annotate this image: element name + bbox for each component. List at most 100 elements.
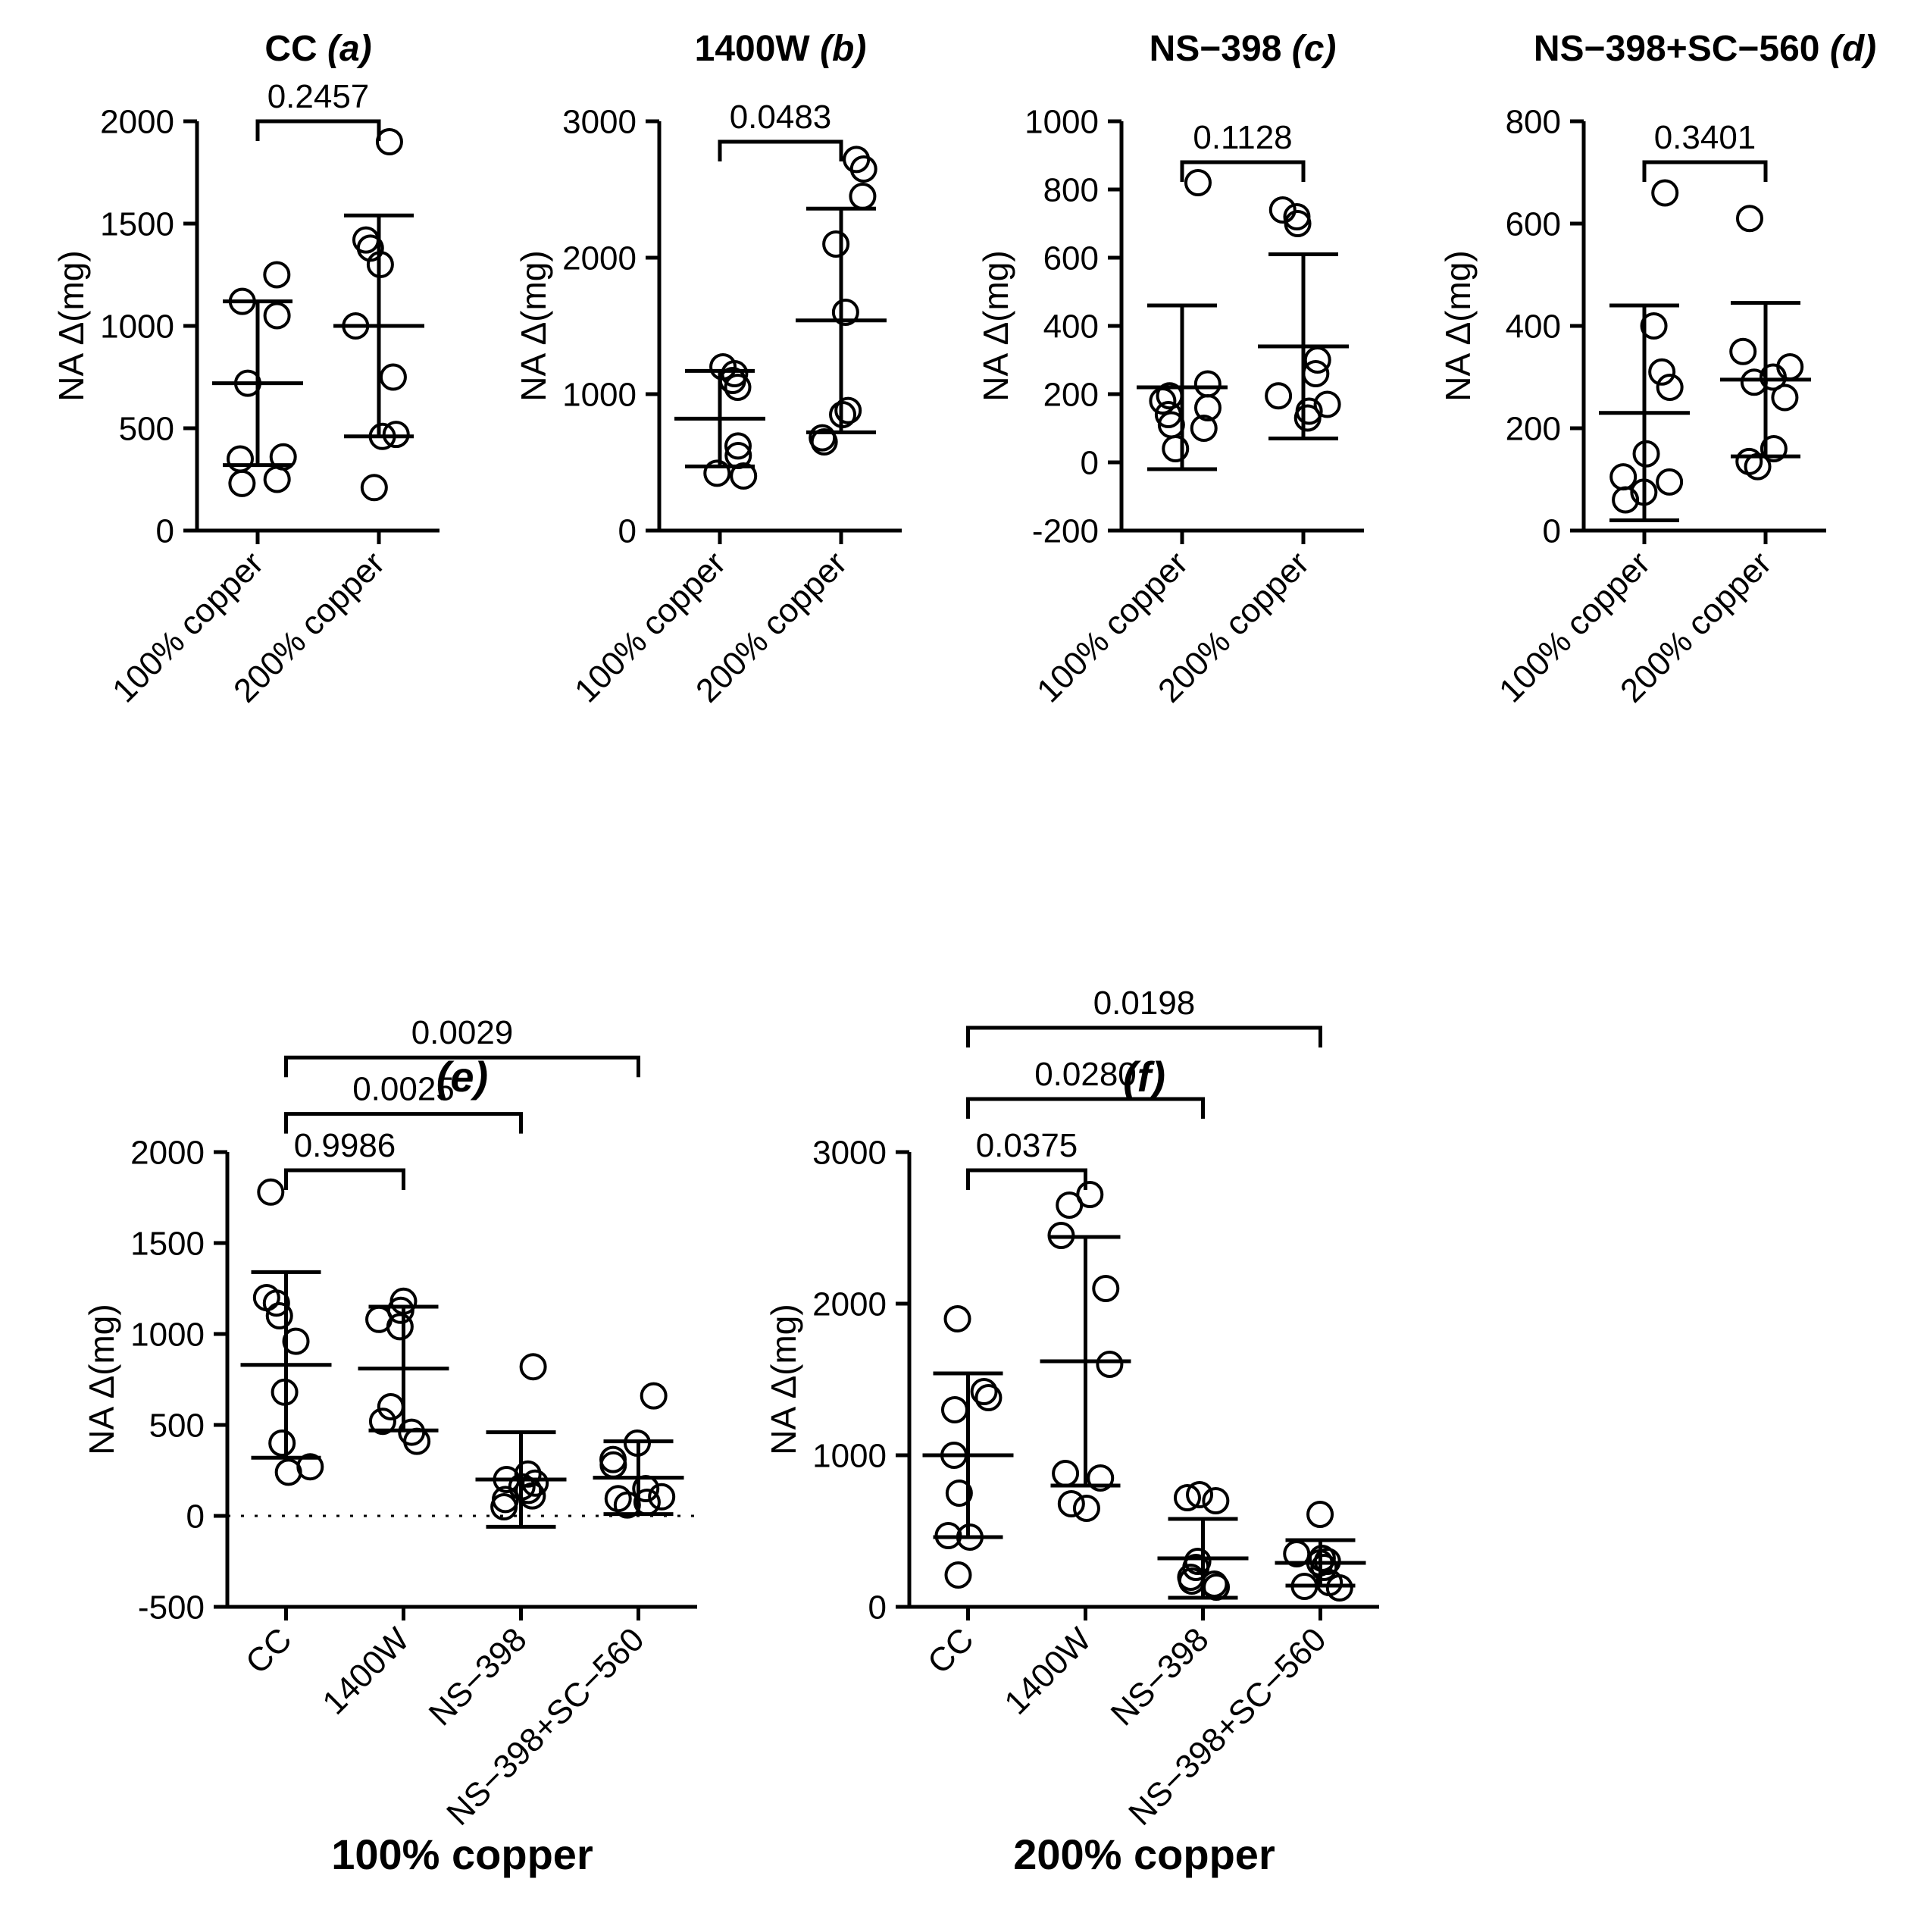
y-tick-label: 3000 xyxy=(812,1134,887,1171)
p-value-label: 0.1128 xyxy=(1193,119,1292,156)
data-point xyxy=(1186,1549,1210,1573)
data-point xyxy=(844,147,868,171)
data-point xyxy=(726,434,750,458)
data-point xyxy=(705,461,729,485)
data-point xyxy=(362,475,386,499)
y-tick-label: 600 xyxy=(1043,240,1099,277)
data-point xyxy=(255,1285,279,1310)
data-point xyxy=(273,1380,297,1404)
data-point xyxy=(836,399,860,423)
data-point xyxy=(270,1431,294,1455)
data-point xyxy=(265,468,289,492)
p-value-label: 0.3401 xyxy=(1654,119,1756,156)
data-point xyxy=(1284,1542,1309,1566)
data-point xyxy=(1634,442,1659,466)
data-point xyxy=(642,1384,666,1408)
data-point xyxy=(943,1398,967,1422)
data-point xyxy=(946,1563,970,1587)
data-point xyxy=(1657,470,1681,494)
comparison-bracket xyxy=(968,1099,1203,1119)
x-tick-label: 1400W xyxy=(315,1620,417,1722)
y-tick-label: 0 xyxy=(186,1498,205,1535)
data-point xyxy=(391,1289,415,1314)
y-tick-label: 2000 xyxy=(100,103,174,140)
data-point xyxy=(379,1395,403,1419)
comparison-bracket xyxy=(1644,162,1766,182)
data-point xyxy=(834,300,858,324)
y-axis-label: NA Δ(mg) xyxy=(514,250,553,401)
panel-title: NS−398+SC−560 (d) xyxy=(1534,29,1876,69)
x-tick-label: NS−398 xyxy=(422,1620,534,1733)
comparison-bracket xyxy=(720,142,841,161)
data-point xyxy=(947,1481,971,1505)
data-point xyxy=(236,371,260,396)
y-tick-label: 0 xyxy=(156,512,174,550)
comparison-bracket xyxy=(968,1028,1321,1047)
data-point xyxy=(1163,437,1187,461)
data-point xyxy=(633,1476,658,1501)
y-tick-label: 1000 xyxy=(130,1316,205,1353)
data-point xyxy=(1762,437,1786,461)
x-tick-label: CC xyxy=(239,1620,299,1681)
data-point xyxy=(972,1379,996,1404)
panel-title: NS−398 (c) xyxy=(1150,29,1337,69)
y-tick-label: 1000 xyxy=(562,376,637,413)
y-tick-label: 1500 xyxy=(130,1225,205,1262)
y-axis-label: NA Δ(mg) xyxy=(976,250,1015,401)
y-tick-label: 1000 xyxy=(812,1437,887,1474)
data-point xyxy=(399,1420,424,1445)
data-point xyxy=(284,1329,308,1354)
y-tick-label: 2000 xyxy=(812,1285,887,1323)
data-point xyxy=(1315,393,1340,417)
y-tick-label: 200 xyxy=(1506,410,1561,447)
panel-title: 1400W (b) xyxy=(695,29,867,69)
data-point xyxy=(265,304,289,328)
data-point xyxy=(1642,314,1666,338)
y-axis-label: NA Δ(mg) xyxy=(82,1304,121,1454)
data-point xyxy=(1310,1546,1334,1570)
data-point xyxy=(381,365,405,390)
data-point xyxy=(1653,181,1677,205)
data-point xyxy=(271,445,296,469)
p-value-label: 0.0025 xyxy=(352,1071,455,1108)
data-point xyxy=(1650,360,1674,384)
data-point xyxy=(1778,355,1802,379)
data-point xyxy=(230,471,254,496)
data-point xyxy=(1186,171,1210,195)
comparison-bracket xyxy=(968,1170,1086,1190)
y-tick-label: 400 xyxy=(1043,308,1099,345)
y-tick-label: 1000 xyxy=(1024,103,1099,140)
data-point xyxy=(1738,206,1762,230)
x-tick-label: 1400W xyxy=(997,1620,1099,1722)
data-point xyxy=(1611,465,1635,489)
data-point xyxy=(601,1448,625,1472)
y-axis-label: NA Δ(mg) xyxy=(52,250,91,401)
y-tick-label: 1500 xyxy=(100,205,174,243)
data-point xyxy=(258,1180,283,1204)
y-tick-label: 500 xyxy=(119,410,174,447)
panel-subtitle: 100% copper xyxy=(331,1830,593,1878)
data-point xyxy=(1187,1483,1212,1507)
data-point xyxy=(264,263,289,287)
data-point xyxy=(377,130,402,154)
y-tick-label: 1000 xyxy=(100,308,174,345)
comparison-bracket xyxy=(258,121,379,141)
y-tick-label: 200 xyxy=(1043,376,1099,413)
panel-title: CC (a) xyxy=(264,29,371,69)
comparison-bracket xyxy=(286,1170,404,1190)
data-point xyxy=(1306,348,1330,372)
y-tick-label: 0 xyxy=(1543,512,1561,550)
y-tick-label: 800 xyxy=(1506,103,1561,140)
x-tick-label: NS−398 xyxy=(1104,1620,1216,1733)
data-point xyxy=(384,422,408,446)
data-point xyxy=(1308,1502,1332,1526)
y-tick-label: 3000 xyxy=(562,103,637,140)
y-tick-label: -200 xyxy=(1032,512,1099,550)
data-point xyxy=(1088,1466,1112,1490)
x-tick-label: NS−398+SC−560 xyxy=(1121,1620,1333,1832)
p-value-label: 0.2457 xyxy=(267,78,370,115)
data-point xyxy=(1196,396,1220,420)
data-point xyxy=(850,184,874,208)
y-tick-label: 0 xyxy=(868,1589,887,1626)
p-value-label: 0.0280 xyxy=(1034,1056,1137,1093)
